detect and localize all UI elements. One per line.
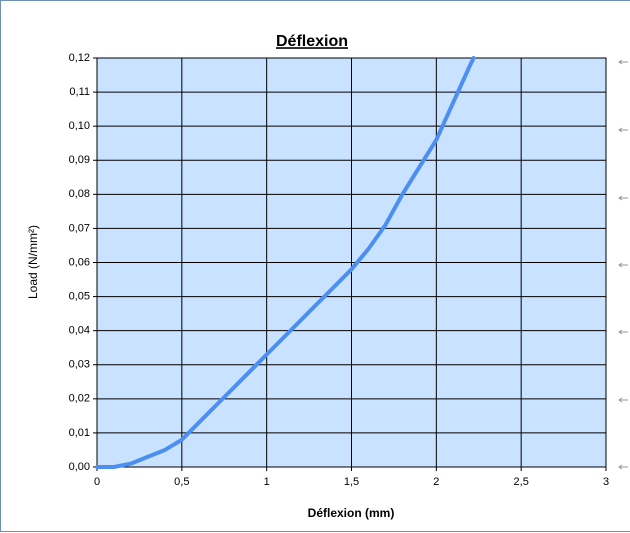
y-tick-label: 0,05: [69, 290, 90, 302]
y-tick-label: 0,11: [69, 86, 90, 98]
y-tick-label: 0,06: [69, 256, 90, 268]
y-tick-label: 0,02: [69, 393, 90, 405]
y-tick-label: 0,03: [69, 359, 90, 371]
y-tick-label: 0,07: [69, 222, 90, 234]
y-tick-label: 0,00: [69, 461, 90, 473]
y-tick-label: 0,09: [69, 154, 90, 166]
y-axis-label: Load (N/mm²): [26, 225, 40, 299]
x-tick-label: 0: [94, 476, 100, 488]
y-tick-label: 0,01: [69, 427, 90, 439]
x-tick-label: 2,5: [514, 476, 529, 488]
x-tick-label: 1,5: [344, 476, 359, 488]
plot-border: [96, 57, 607, 468]
y-tick-label: 0,12: [69, 52, 90, 64]
x-axis-label: Déflexion (mm): [308, 506, 395, 520]
chart-title: Déflexion: [276, 33, 348, 50]
y-tick-label: 0,04: [69, 325, 90, 337]
y-tick-label: 0,08: [69, 188, 90, 200]
data-line: [95, 56, 476, 469]
x-tick-label: 3: [603, 476, 609, 488]
x-tick-label: 1: [264, 476, 270, 488]
side-arrows: [618, 59, 628, 470]
x-tick-label: 0,5: [174, 476, 189, 488]
x-tick-label: 2: [433, 476, 439, 488]
y-tick-label: 0,10: [69, 120, 90, 132]
